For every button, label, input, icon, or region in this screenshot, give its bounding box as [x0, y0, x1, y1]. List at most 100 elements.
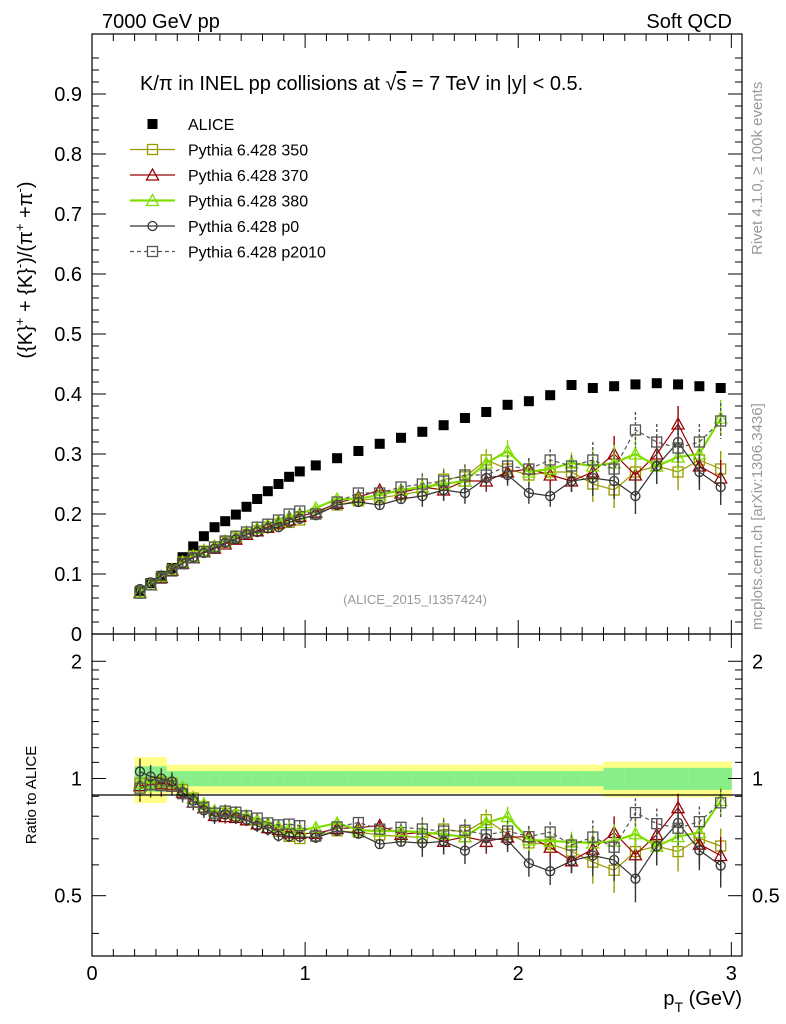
legend: ALICE Pythia 6.428 350 Pythia 6.428 370 Pyt…: [130, 117, 326, 262]
data-point-main: [372, 487, 387, 501]
data-point-ratio: [521, 832, 536, 846]
data-point-main: [459, 469, 471, 481]
data-point-ratio: [240, 810, 253, 822]
data-point-ratio: [353, 828, 364, 839]
data-point-ratio: [374, 838, 385, 850]
data-point-main: [310, 460, 321, 471]
ratio-band-stat: [432, 771, 455, 787]
y-tick-label-main: 0: [71, 624, 82, 646]
data-point-main: [240, 526, 253, 538]
data-point-main: [587, 454, 599, 466]
mcplots-text: mcplots.cern.ch [arXiv:1306.3436]: [749, 403, 766, 630]
y-tick-label-ratio-right: 1: [752, 768, 763, 790]
y-tick-label-ratio-left: 2: [71, 651, 82, 673]
data-point-ratio: [166, 780, 178, 792]
data-point-main: [374, 499, 385, 511]
legend-label: Pythia 6.428 p2010: [188, 245, 326, 262]
data-point-ratio: [283, 818, 295, 830]
data-point-ratio: [651, 818, 663, 830]
data-point-main: [521, 464, 536, 478]
data-point-main: [284, 471, 295, 482]
legend-marker: [145, 167, 160, 181]
ratio-band-stat: [177, 771, 189, 787]
ratio-band-stat: [209, 771, 221, 787]
ratio-band-stat: [307, 771, 327, 787]
series-line-ratio: [139, 783, 721, 862]
ratio-band-stat: [475, 771, 498, 787]
data-point-main: [188, 541, 199, 552]
data-point-ratio: [283, 831, 295, 842]
data-point-ratio: [310, 830, 322, 842]
ratio-band-stat: [241, 771, 253, 787]
y-axis-label-main: ({K}+ + {K}-)/(π+ +π-): [12, 181, 37, 358]
data-point-main: [438, 420, 449, 431]
ratio-band-stat: [251, 771, 263, 787]
data-point-ratio: [715, 797, 727, 809]
data-point-ratio: [545, 866, 556, 877]
data-point-ratio: [670, 829, 686, 843]
data-point-main: [396, 432, 407, 443]
ratio-band-stat: [539, 771, 562, 787]
ratio-band-stat: [273, 771, 285, 787]
data-point-main: [523, 463, 535, 475]
series-line-main: [139, 417, 722, 593]
series-line-main: [139, 422, 721, 594]
data-point-main: [272, 514, 285, 526]
y-tick-label-main: 0.7: [54, 204, 82, 226]
y-tick-label-ratio-right: 2: [752, 651, 763, 673]
axis-tick-labels: 0 1 2 3 0.1 0.2 0.3 0.4 0.5 0.6 0.7 0.8 0.9 0 0.5 0.5 1 1…: [54, 84, 780, 985]
data-point-ratio: [198, 802, 210, 814]
data-point-ratio: [374, 823, 386, 835]
data-point-main: [587, 383, 598, 393]
data-point-main: [651, 436, 663, 448]
ratio-band-stat: [262, 771, 274, 787]
data-point-main: [332, 453, 343, 464]
header-category: Soft QCD: [646, 11, 732, 33]
y-tick-label-main: 0.8: [54, 144, 82, 166]
data-point-ratio: [523, 858, 535, 869]
data-point-main: [417, 490, 428, 502]
legend-entry: ALICE: [147, 117, 234, 134]
series-pythia-6-428-350: [134, 442, 727, 893]
data-point-ratio: [715, 860, 726, 871]
ratio-uncertainty-bands: [134, 757, 732, 804]
data-point-ratio: [219, 805, 231, 817]
data-point-main: [502, 399, 513, 410]
y-axis-label-ratio: Ratio to ALICE: [23, 746, 40, 844]
data-point-main: [630, 490, 641, 502]
legend-entry: Pythia 6.428 p0: [130, 219, 299, 236]
data-point-main: [230, 530, 242, 542]
data-point-main: [437, 475, 450, 487]
data-point-main: [155, 572, 167, 584]
data-point-main: [273, 479, 284, 489]
data-point-ratio: [566, 855, 577, 866]
ratio-band-stat: [603, 767, 626, 790]
ratio-band-stat: [283, 771, 295, 787]
legend-marker: [147, 119, 158, 129]
data-point-main: [715, 383, 726, 393]
plot-title: K/π in INEL pp collisions at √s = 7 TeV …: [140, 73, 583, 95]
series-pythia-6-428-p2010: [134, 403, 727, 867]
data-point-ratio: [230, 806, 242, 818]
data-point-ratio: [393, 823, 409, 837]
data-point-main: [374, 487, 386, 499]
data-point-ratio: [501, 825, 514, 837]
data-point-main: [262, 486, 273, 497]
data-point-ratio: [651, 841, 662, 852]
ratio-band-stat: [187, 771, 200, 787]
legend-entry: Pythia 6.428 p2010: [130, 245, 326, 262]
data-point-ratio: [544, 826, 556, 838]
data-point-main: [395, 481, 407, 493]
x-tick-label: 2: [513, 963, 524, 985]
data-point-main: [608, 463, 620, 475]
data-point-ratio: [459, 845, 471, 856]
data-point-main: [523, 396, 534, 407]
data-point-main: [566, 380, 577, 390]
legend-label: Pythia 6.428 370: [188, 168, 308, 185]
data-point-ratio: [437, 825, 450, 837]
data-point-ratio: [630, 873, 641, 884]
ratio-band-stat: [688, 767, 711, 790]
ratio-band-stat: [347, 771, 370, 787]
ratio-band-stat: [496, 771, 519, 787]
y-tick-label-main: 0.1: [54, 564, 82, 586]
